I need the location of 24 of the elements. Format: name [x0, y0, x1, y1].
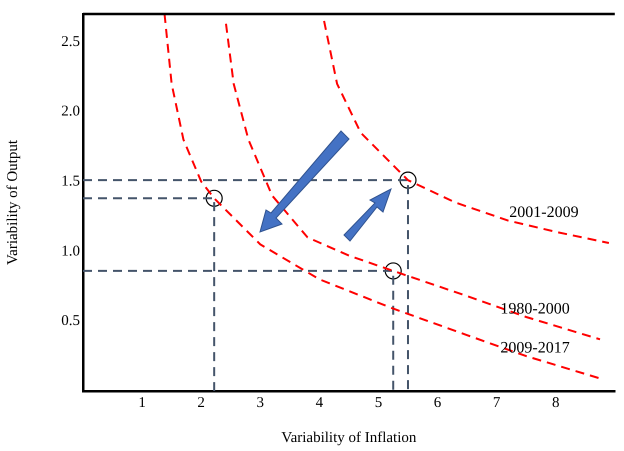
y-tick-label: 2.0: [61, 104, 80, 120]
y-axis-title: Variability of Output: [4, 139, 21, 265]
y-tick-label: 2.5: [61, 34, 80, 50]
y-tick-label: 0.5: [61, 313, 80, 330]
point: [206, 190, 223, 207]
line-series: [164, 14, 602, 380]
y-tick-label: 1.0: [61, 243, 80, 260]
x-tick-label: 3: [256, 394, 264, 411]
line-series: [224, 22, 602, 340]
series-label: 2009-2017: [500, 340, 570, 357]
x-tick-label: 2: [197, 394, 205, 411]
x-axis-title: Variability of Inflation: [281, 430, 417, 446]
x-tick-label: 6: [434, 394, 442, 411]
x-tick-label: 5: [374, 394, 382, 411]
series-label: 1980-2000: [500, 300, 570, 318]
point: [399, 172, 417, 189]
series-label: 2001-2009: [509, 204, 579, 222]
x-tick-label: 8: [552, 394, 560, 411]
x-tick-label: 1: [138, 394, 146, 411]
point: [384, 262, 402, 280]
x-tick-label: 4: [316, 394, 324, 411]
x-tick-label: 7: [492, 394, 501, 411]
y-tick-label: 1.5: [61, 173, 80, 190]
line-series: [323, 20, 610, 244]
